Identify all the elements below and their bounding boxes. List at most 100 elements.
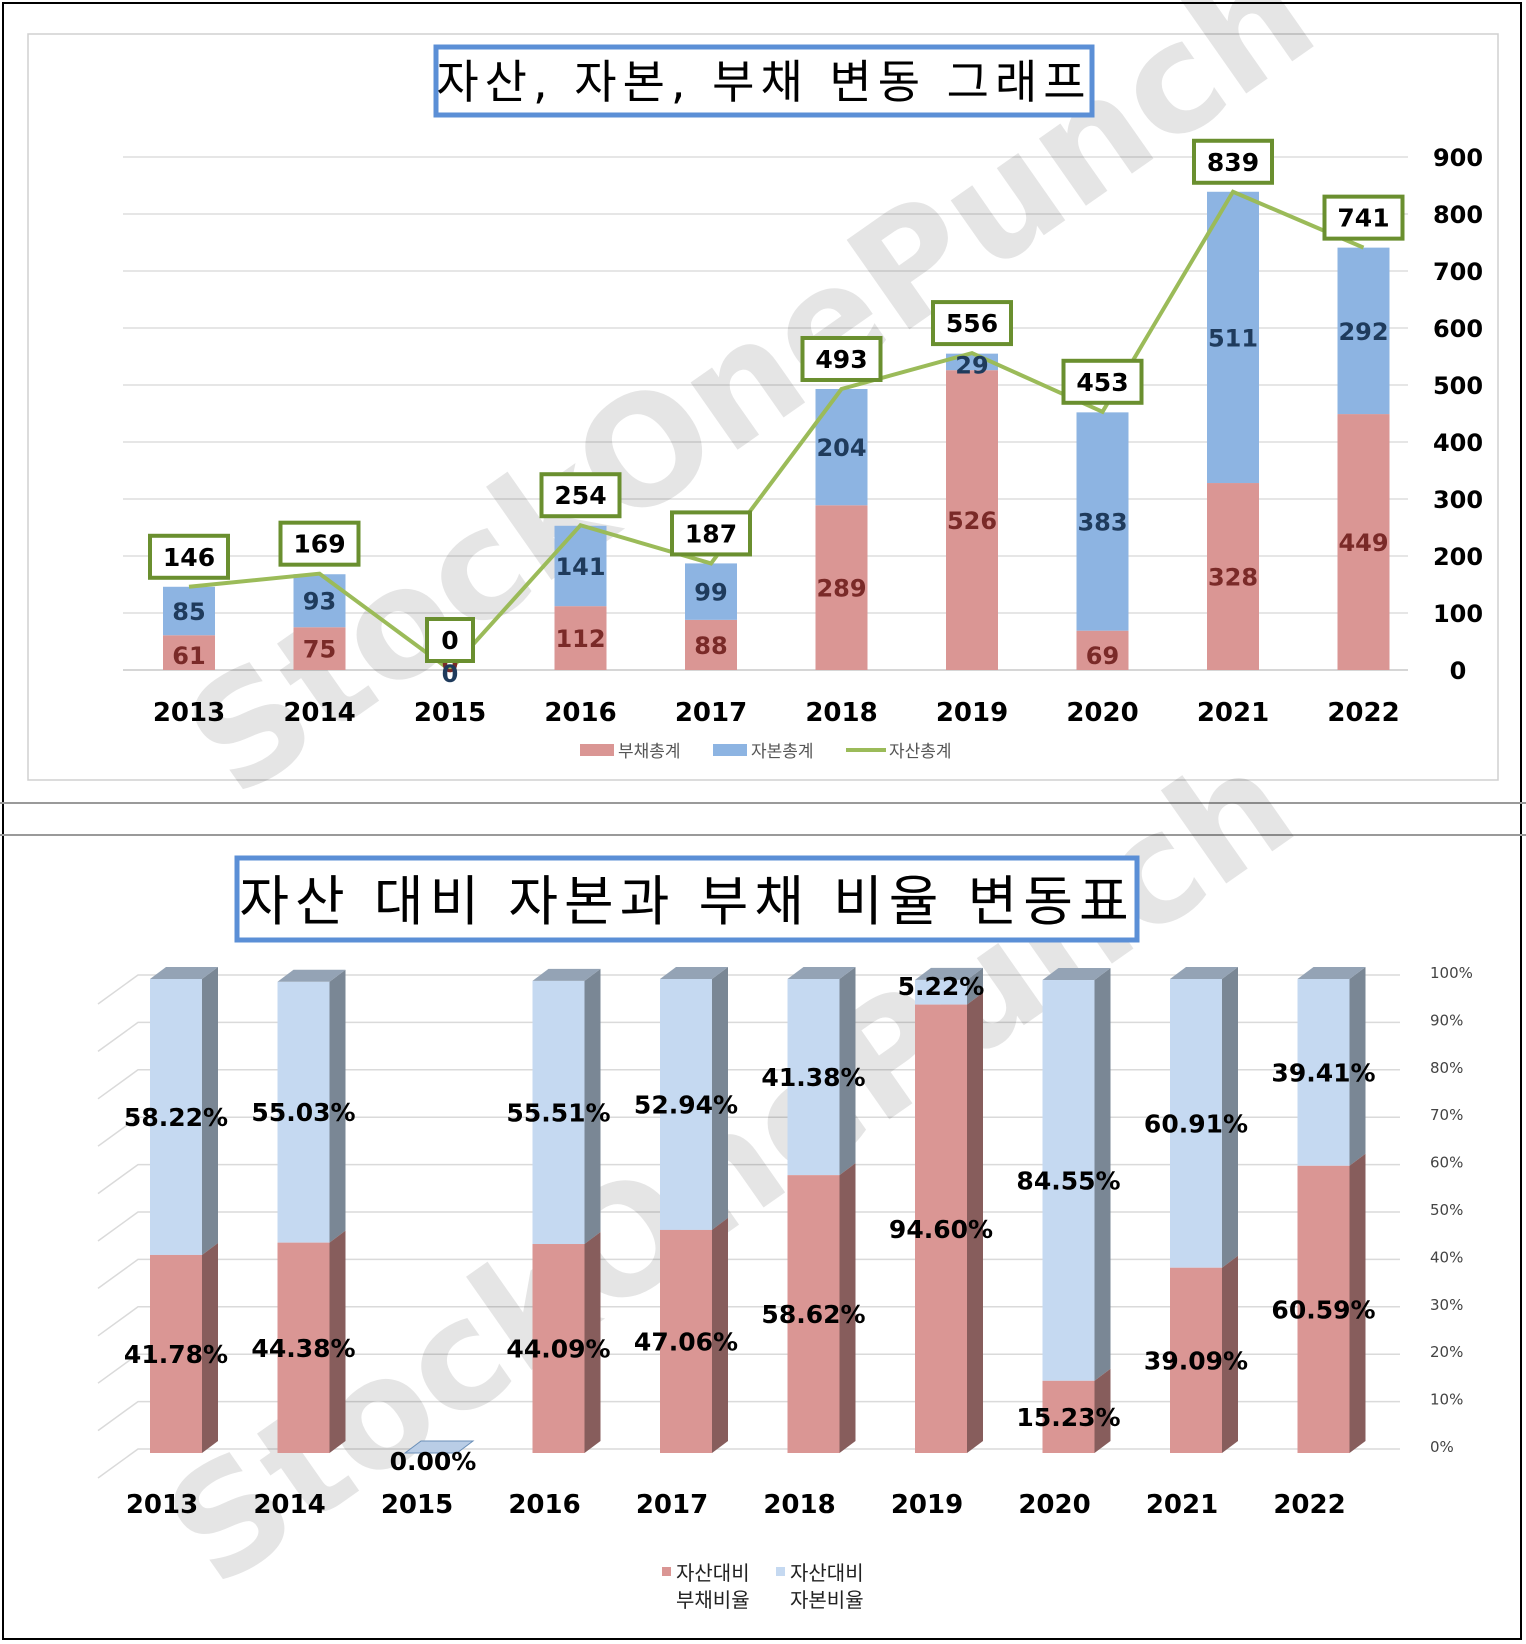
legend-label: 부채총계 <box>618 742 681 762</box>
capital-ratio-label: 41.38% <box>761 1063 865 1092</box>
y-tick-label: 20% <box>1430 1343 1463 1361</box>
legend-label: 자본비율 <box>790 1588 864 1612</box>
debt-ratio-label: 15.23% <box>1016 1403 1120 1432</box>
debt-ratio-label: 47.06% <box>634 1327 738 1356</box>
y-tick-label: 300 <box>1433 486 1483 514</box>
section-divider <box>0 802 1526 804</box>
bar-top <box>277 969 346 982</box>
bar-debt-ratio-side <box>712 1217 728 1453</box>
bar-debt-ratio-side <box>584 1232 601 1453</box>
bar-debt-ratio <box>277 1242 330 1453</box>
total-label: 254 <box>554 481 606 510</box>
x-tick-label: 2017 <box>675 698 747 728</box>
bar-capital-ratio <box>1042 980 1095 1381</box>
chart-title: 자산, 자본, 부채 변동 그래프 <box>436 55 1091 109</box>
debt-label: 69 <box>1086 642 1119 670</box>
title-box <box>433 44 1095 118</box>
bar-capital-ratio-side <box>1222 967 1238 1268</box>
bar-debt <box>554 606 607 670</box>
x-tick-label: 2016 <box>508 1490 580 1520</box>
bar-debt-ratio-side <box>1094 1368 1111 1453</box>
data-labels: 41.78% 58.22% 44.38% 55.03% 0.00% 44.09% 55.51… <box>124 972 1376 1476</box>
total-label-box <box>670 510 752 557</box>
x-tick-label: 2015 <box>414 698 486 728</box>
bar-capital-ratio <box>915 979 967 1005</box>
total-label-box <box>425 617 475 663</box>
x-tick-label: 2015 <box>381 1490 453 1520</box>
x-tick-label: 2018 <box>763 1490 835 1520</box>
bar-debt-ratio <box>1297 1165 1350 1453</box>
bar-debt-ratio <box>660 1229 712 1453</box>
bar-debt <box>815 505 868 670</box>
legend-swatch <box>776 1567 785 1576</box>
total-label-box <box>931 300 1013 347</box>
bar-capital-ratio-side <box>202 967 218 1255</box>
x-tick-label: 2017 <box>636 1490 708 1520</box>
total-label-box <box>1322 194 1405 241</box>
x-tick-label: 2013 <box>153 698 225 728</box>
bar-top <box>915 967 983 980</box>
bar-capital-ratio <box>660 979 712 1230</box>
bars <box>150 967 1366 1454</box>
debt-ratio-label: 44.09% <box>506 1335 610 1364</box>
bar-capital-ratio-side <box>1094 968 1111 1381</box>
bar-capital-ratio <box>1170 979 1222 1268</box>
legend-label: 자본총계 <box>751 742 814 762</box>
bar-debt-ratio <box>532 1244 585 1453</box>
x-axis: 2013 2014 2015 2016 2017 2018 2019 2020 2021 2022 <box>153 698 1400 728</box>
bar-capital-ratio-side <box>712 967 728 1230</box>
total-label-box <box>278 520 361 567</box>
bar-top <box>1297 967 1366 979</box>
x-tick-label: 2019 <box>891 1490 963 1520</box>
debt-ratio-label: 41.78% <box>124 1340 228 1369</box>
bar-capital <box>163 586 215 636</box>
y-tick-label: 30% <box>1430 1296 1463 1314</box>
bar-capital <box>293 574 346 628</box>
bar-debt <box>1207 483 1259 670</box>
capital-label: 0 <box>442 660 459 688</box>
chart-title: 자산 대비 자본과 부채 비율 변동표 <box>239 870 1134 933</box>
capital-ratio-label: 39.41% <box>1271 1058 1375 1087</box>
bar-capital-ratio-side <box>1349 967 1366 1166</box>
x-tick-label: 2018 <box>805 698 877 728</box>
capital-label: 99 <box>694 579 727 607</box>
y-tick-label: 80% <box>1430 1059 1463 1077</box>
bar-debt-ratio-side <box>202 1242 218 1453</box>
capital-ratio-label: 55.03% <box>251 1098 355 1127</box>
bar-debt <box>1337 414 1390 670</box>
capital-label: 85 <box>172 598 205 626</box>
y-tick-label: 40% <box>1430 1248 1463 1266</box>
x-tick-label: 2021 <box>1146 1490 1218 1520</box>
bar-capital-ratio <box>532 980 585 1245</box>
capital-label: 141 <box>555 553 605 581</box>
bar-debt-ratio <box>1170 1267 1222 1453</box>
title-box <box>234 855 1140 943</box>
x-tick-label: 2020 <box>1066 698 1138 728</box>
bar-debt-ratio-side <box>839 1163 856 1453</box>
bar-capital-ratio <box>1297 979 1350 1166</box>
total-assets-series <box>188 189 1365 673</box>
debt-ratio-label: 58.62% <box>761 1300 865 1329</box>
bar-debt <box>685 619 737 670</box>
bar-capital-ratio-side <box>839 967 856 1176</box>
x-tick-label: 2016 <box>544 698 616 728</box>
x-tick-label: 2013 <box>126 1490 198 1520</box>
capital-label: 511 <box>1208 324 1258 352</box>
debt-ratio-label: 39.09% <box>1144 1346 1248 1375</box>
debt-label: 88 <box>694 632 727 660</box>
x-tick-label: 2014 <box>253 1490 325 1520</box>
x-tick-label: 2021 <box>1197 698 1269 728</box>
bar-top <box>787 967 856 979</box>
total-label: 741 <box>1337 204 1389 233</box>
bar-top <box>660 967 728 979</box>
bar-debt-ratio-side <box>1349 1153 1366 1453</box>
total-label-box <box>148 533 230 580</box>
total-label-box <box>1061 358 1144 405</box>
y-tick-label: 10% <box>1430 1391 1463 1409</box>
debt-label: 328 <box>1208 564 1258 592</box>
y-tick-label: 70% <box>1430 1106 1463 1124</box>
x-tick-label: 2022 <box>1273 1490 1345 1520</box>
bar-debt <box>946 370 998 670</box>
